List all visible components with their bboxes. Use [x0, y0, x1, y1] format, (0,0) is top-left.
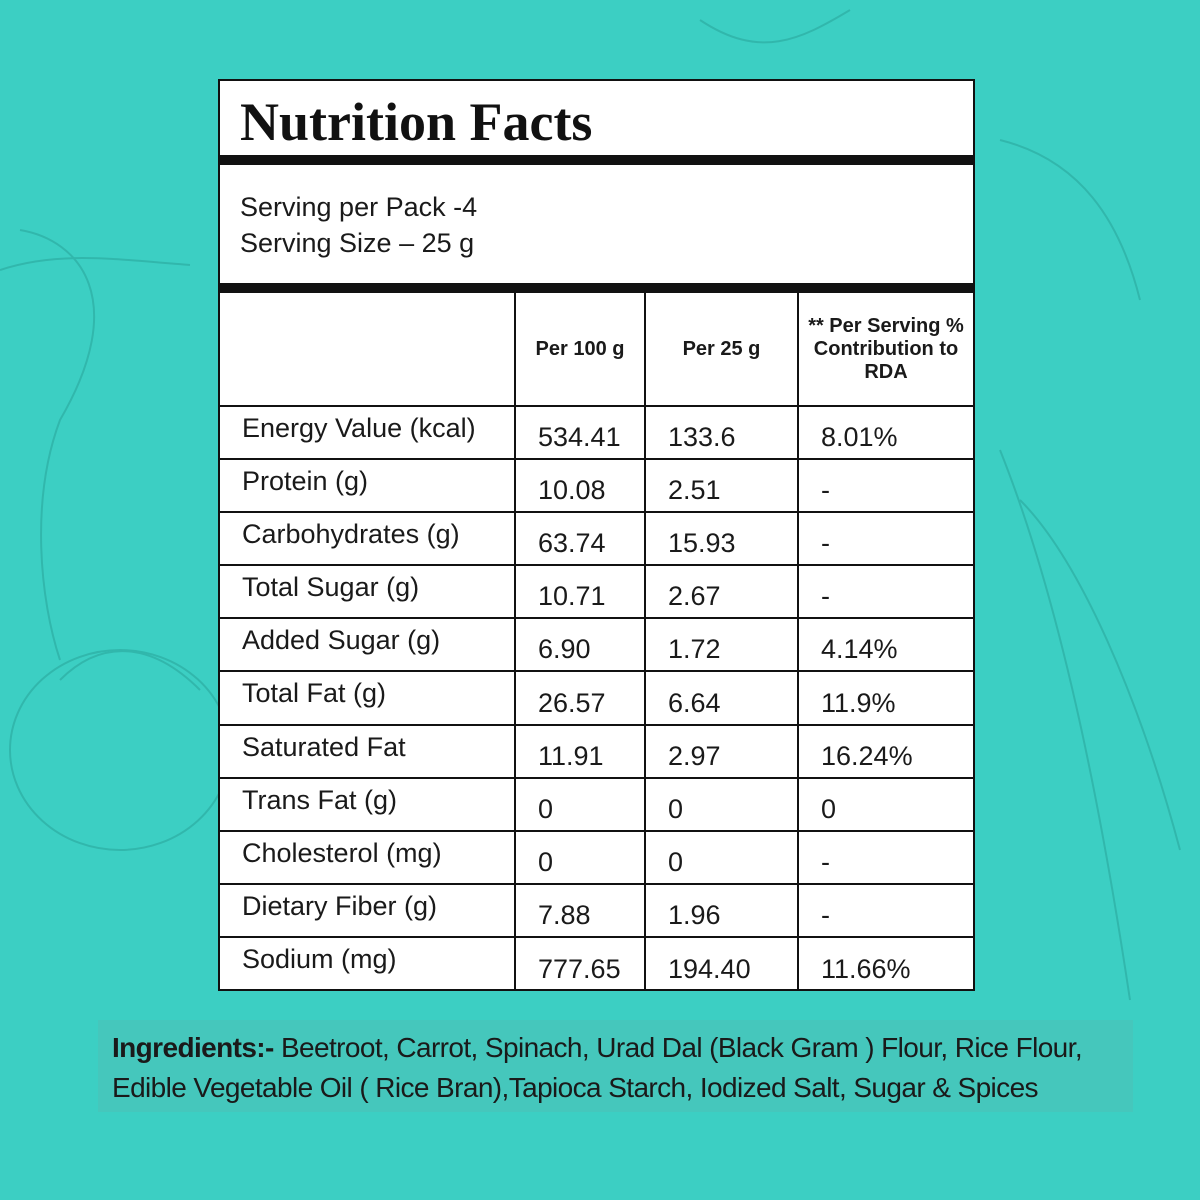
nutrient-name: Added Sugar (g)	[220, 619, 516, 673]
nutrient-value: 6.64	[646, 672, 799, 726]
nutrient-value: 2.67	[646, 566, 799, 620]
nutrient-value: 534.41	[516, 407, 646, 461]
nutrient-name: Cholesterol (mg)	[220, 831, 516, 885]
serving-line: Serving per Pack -4	[240, 192, 478, 222]
column-header: Per 25 g	[646, 293, 799, 407]
nutrient-value: 0	[646, 831, 799, 885]
nutrient-value: 26.57	[516, 672, 646, 726]
serving-line: Serving Size – 25 g	[240, 228, 475, 258]
nutrient-name: Dietary Fiber (g)	[220, 884, 516, 938]
nutrient-value: 8.01%	[799, 407, 973, 461]
serving-info: Serving per Pack -4 Serving Size – 25 g	[240, 189, 477, 261]
nutrition-card: Nutrition Facts Serving per Pack -4 Serv…	[218, 79, 975, 992]
nutrient-value: 0	[516, 778, 646, 832]
divider	[220, 283, 973, 293]
nutrient-value: -	[799, 885, 973, 938]
column-header: Per 100 g	[516, 293, 646, 407]
ingredients-label: Ingredients:-	[112, 1032, 274, 1063]
nutrient-value: 10.71	[516, 566, 646, 620]
nutrient-value: 1.96	[646, 884, 799, 938]
nutrition-table: Per 100 g Per 25 g ** Per Serving % Contri…	[220, 293, 973, 992]
nutrient-value: 11.9%	[799, 672, 973, 726]
nutrient-value: -	[799, 460, 973, 514]
nutrient-value: 194.40	[646, 937, 799, 992]
nutrient-value: 15.93	[646, 513, 799, 567]
nutrient-value: -	[799, 566, 973, 620]
nutrient-value: 7.88	[516, 884, 646, 938]
nutrient-name: Energy Value (kcal)	[220, 407, 516, 461]
ingredients-text: Beetroot, Carrot, Spinach, Urad Dal (Bla…	[112, 1032, 1083, 1103]
nutrient-name: Total Fat (g)	[220, 672, 516, 726]
nutrient-name: Trans Fat (g)	[220, 778, 516, 832]
nutrient-value: 11.91	[516, 725, 646, 779]
nutrient-name: Protein (g)	[220, 460, 516, 514]
nutrient-name: Sodium (mg)	[220, 937, 516, 992]
nutrient-value: 10.08	[516, 460, 646, 514]
nutrient-name: Saturated Fat	[220, 725, 516, 779]
header-blank	[220, 293, 516, 407]
nutrient-name: Total Sugar (g)	[220, 566, 516, 620]
title: Nutrition Facts	[240, 92, 593, 152]
nutrient-value: 11.66%	[821, 953, 911, 984]
nutrient-name: Carbohydrates (g)	[220, 513, 516, 567]
nutrient-value: 4.14%	[799, 619, 973, 673]
nutrient-value: 63.74	[516, 513, 646, 567]
nutrient-value: 16.24%	[799, 726, 973, 779]
nutrient-value: 0	[646, 778, 799, 832]
divider	[220, 155, 973, 165]
nutrient-value: 6.90	[516, 619, 646, 673]
nutrient-value: 1.72	[646, 619, 799, 673]
nutrient-value: 2.97	[646, 725, 799, 779]
nutrient-value: 0	[516, 831, 646, 885]
column-header: ** Per Serving % Contribution to RDA	[799, 293, 973, 407]
ingredients: Ingredients:- Beetroot, Carrot, Spinach,…	[98, 1020, 1133, 1112]
nutrient-value: 0	[799, 779, 973, 832]
nutrient-value: 133.6	[646, 407, 799, 461]
nutrient-value: -	[799, 513, 973, 567]
nutrient-value: 2.51	[646, 460, 799, 514]
nutrient-value: 777.65	[516, 937, 646, 992]
nutrient-value: -	[799, 832, 973, 885]
